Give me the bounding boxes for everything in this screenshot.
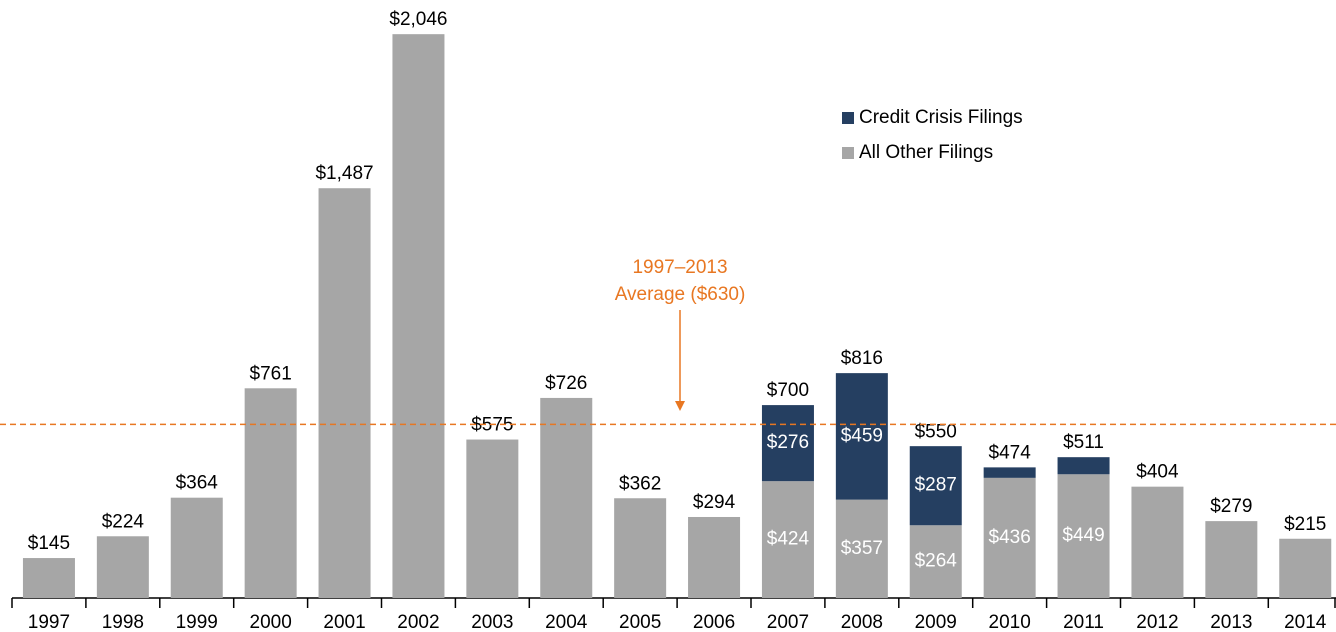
bar-segment	[688, 516, 741, 598]
x-tick-label: 2002	[397, 612, 439, 632]
bar-segment	[761, 405, 814, 482]
total-label: $364	[176, 473, 219, 494]
total-label: $404	[1136, 462, 1179, 483]
bar-segment	[466, 439, 519, 598]
bar-segment	[244, 388, 297, 598]
x-tick-label: 2006	[693, 612, 735, 632]
segment-label: $276	[767, 432, 809, 453]
bar-segment	[835, 373, 888, 500]
total-label: $215	[1284, 514, 1326, 535]
total-label: $700	[767, 380, 809, 401]
segment-label: $264	[915, 551, 958, 572]
bar-segment	[1279, 538, 1332, 598]
x-tick-label: 1997	[28, 612, 70, 632]
total-label: $294	[693, 492, 736, 513]
bar-segment	[909, 446, 962, 526]
annotation: Average ($630)	[615, 284, 746, 305]
bar-segment	[392, 34, 445, 598]
bar-segment	[318, 188, 371, 598]
total-label: $550	[915, 421, 957, 442]
bar-segment	[170, 497, 223, 598]
bar-segment	[1057, 474, 1110, 598]
segment-label: $449	[1062, 525, 1104, 546]
legend-label: Credit Crisis Filings	[859, 107, 1023, 128]
x-tick-label: 2000	[250, 612, 292, 632]
total-label: $726	[545, 373, 587, 394]
legend-swatch	[842, 147, 854, 159]
total-label: $474	[989, 442, 1032, 463]
x-tick-label: 2005	[619, 612, 661, 632]
bar-segment	[1057, 457, 1110, 475]
segment-label: $424	[767, 529, 810, 550]
x-tick-label: 2014	[1284, 612, 1327, 632]
x-tick-label: 1999	[176, 612, 218, 632]
segment-label: $287	[915, 475, 957, 496]
x-tick-label: 2009	[915, 612, 957, 632]
bar-segment	[540, 397, 593, 598]
bar-segment	[1131, 486, 1184, 598]
x-tick-label: 2013	[1210, 612, 1252, 632]
segment-label: $436	[989, 527, 1031, 548]
x-tick-label: 2007	[767, 612, 809, 632]
annotation: 1997–2013	[632, 257, 727, 278]
bar-segment	[761, 481, 814, 598]
bar-segment	[835, 499, 888, 598]
bar-segment	[614, 498, 667, 598]
total-label: $816	[841, 348, 883, 369]
total-label: $279	[1210, 496, 1252, 517]
total-label: $2,046	[389, 9, 447, 30]
total-label: $362	[619, 473, 661, 494]
x-tick-label: 2010	[989, 612, 1031, 632]
x-tick-label: 1998	[102, 612, 144, 632]
x-tick-label: 2012	[1136, 612, 1178, 632]
x-tick-label: 2003	[471, 612, 513, 632]
bar-segment	[909, 525, 962, 598]
segment-label: $357	[841, 538, 883, 559]
total-label: $145	[28, 533, 70, 554]
x-tick-label: 2004	[545, 612, 588, 632]
bar-segment	[983, 477, 1036, 598]
total-label: $761	[250, 363, 292, 384]
segment-label: $459	[841, 425, 883, 446]
legend-label: All Other Filings	[859, 142, 993, 163]
bar-segment	[22, 558, 75, 598]
bar-segment	[983, 467, 1036, 478]
total-label: $511	[1063, 432, 1104, 453]
total-label: $1,487	[315, 163, 373, 184]
annotation-arrowhead	[675, 401, 685, 411]
bar-segment	[96, 536, 149, 598]
bar-segment	[1205, 521, 1258, 598]
x-tick-label: 2001	[323, 612, 365, 632]
legend-swatch	[842, 112, 854, 124]
x-tick-label: 2011	[1063, 612, 1104, 632]
x-tick-label: 2008	[841, 612, 883, 632]
total-label: $224	[102, 511, 145, 532]
